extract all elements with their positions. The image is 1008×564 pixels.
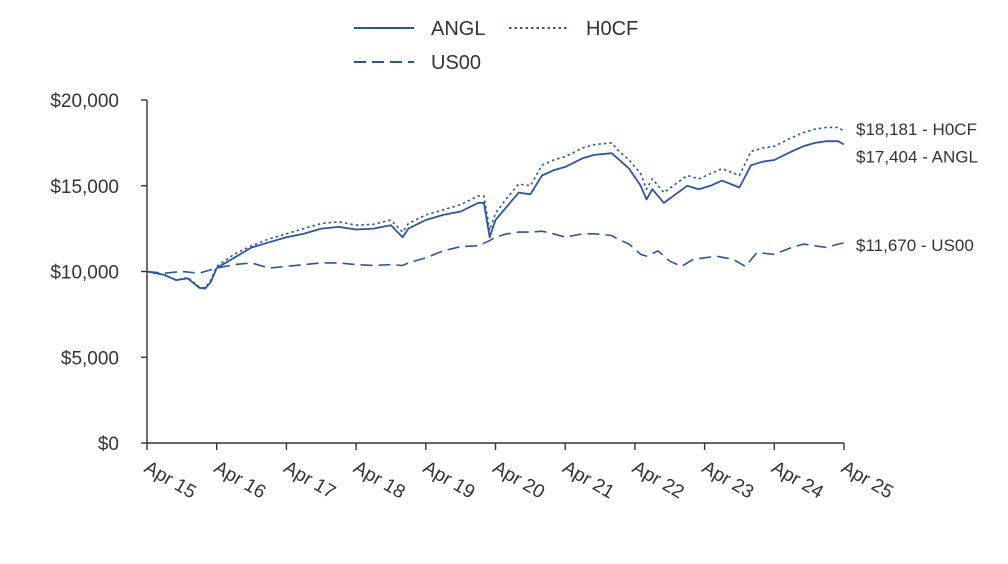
x-tick-label: Apr 16 [210, 457, 269, 503]
legend-item-h0cf: H0CF [509, 18, 638, 40]
legend-item-angl: ANGL [354, 18, 485, 40]
x-tick-label: Apr 22 [628, 457, 687, 503]
y-tick-label: $15,000 [50, 177, 119, 198]
end-labels: $17,404 - ANGL $18,181 - H0CF $11,670 - US… [856, 120, 978, 255]
x-tick-label: Apr 23 [698, 457, 757, 503]
series-line-angl [146, 140, 845, 290]
x-axis: Apr 15 Apr 16 Apr 17 Apr 18 Apr 19 Apr 20 Apr … [141, 442, 897, 504]
x-tick-label: Apr 15 [141, 457, 200, 503]
series-line-us00 [146, 230, 845, 275]
y-tick-label: $10,000 [50, 263, 119, 284]
y-axis: $0 $5,000 $10,000 $15,000 $20,000 [50, 91, 148, 455]
end-label-angl: $17,404 - ANGL [856, 148, 978, 167]
y-tick-label: $20,000 [50, 91, 119, 112]
y-tick-label: $5,000 [61, 348, 119, 369]
legend-label: H0CF [586, 18, 638, 40]
legend-item-us00: US00 [354, 52, 481, 74]
x-tick-label: Apr 21 [559, 457, 618, 503]
legend-label: US00 [431, 52, 481, 74]
plot-area [146, 126, 845, 290]
y-tick-label: $0 [98, 434, 119, 455]
x-tick-label: Apr 18 [350, 457, 409, 503]
x-tick-label: Apr 24 [768, 457, 827, 503]
legend-label: ANGL [431, 18, 485, 40]
x-tick-label: Apr 20 [489, 457, 548, 503]
x-tick-label: Apr 25 [838, 457, 897, 503]
legend: ANGL H0CF US00 [354, 18, 638, 74]
end-label-us00: $11,670 - US00 [856, 236, 974, 255]
x-tick-label: Apr 17 [280, 457, 339, 503]
end-label-h0cf: $18,181 - H0CF [856, 120, 977, 139]
x-tick-label: Apr 19 [419, 457, 478, 503]
